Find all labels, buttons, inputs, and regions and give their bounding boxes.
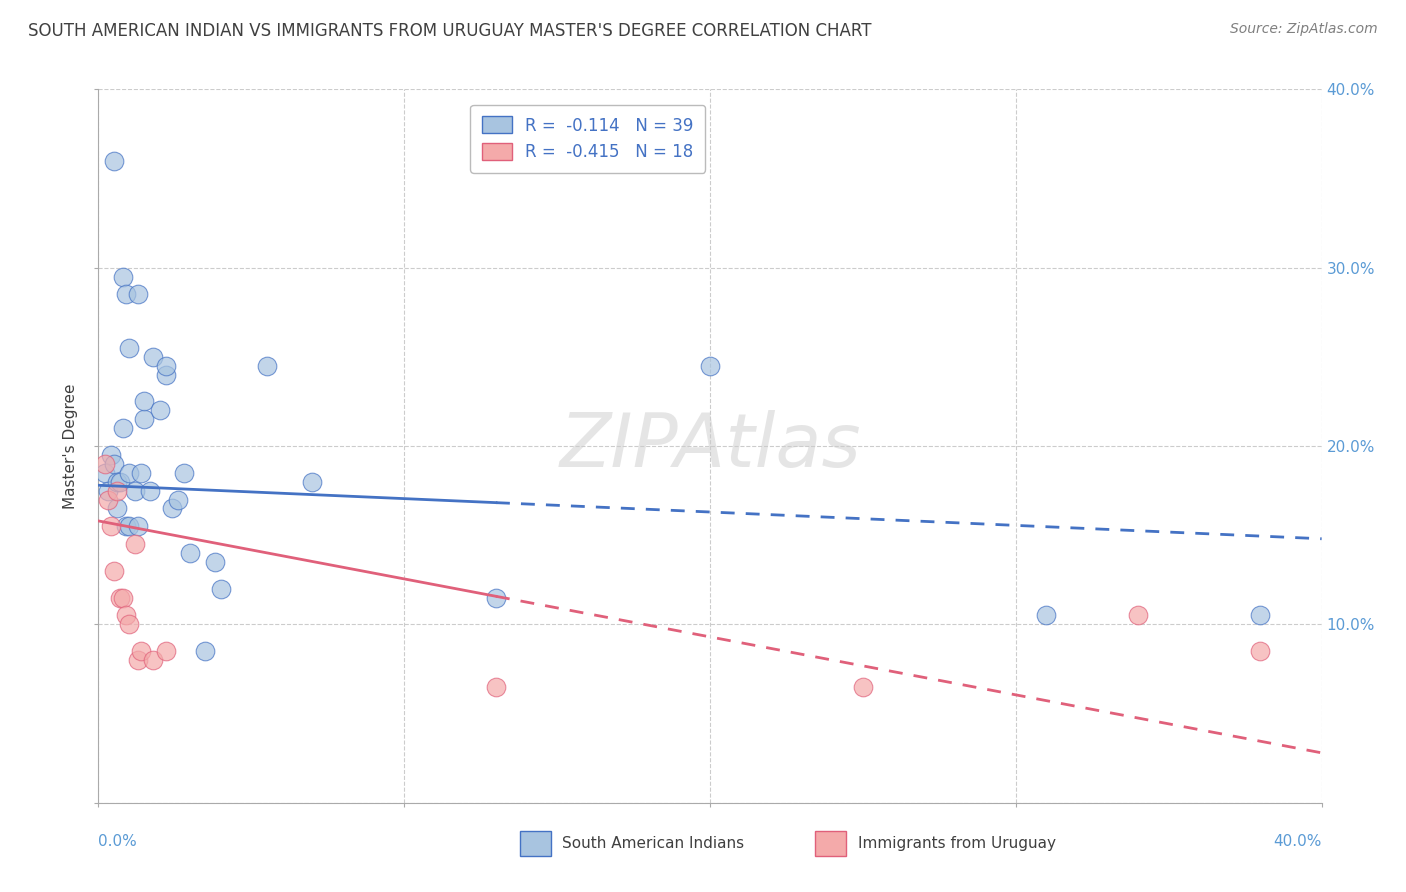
Point xyxy=(139,483,162,498)
Point xyxy=(1128,608,1150,623)
Point xyxy=(699,359,721,373)
Point xyxy=(115,519,138,533)
Point xyxy=(204,555,226,569)
Point xyxy=(485,680,508,694)
Point xyxy=(173,466,195,480)
Point xyxy=(118,466,141,480)
Point xyxy=(301,475,323,489)
Point xyxy=(118,341,141,355)
Point xyxy=(134,394,156,409)
Point xyxy=(103,153,125,168)
Text: 0.0%: 0.0% xyxy=(98,834,138,849)
Point xyxy=(1249,644,1271,658)
Text: South American Indians: South American Indians xyxy=(562,837,745,851)
Point xyxy=(108,475,131,489)
Point xyxy=(103,457,125,471)
Text: Source: ZipAtlas.com: Source: ZipAtlas.com xyxy=(1230,22,1378,37)
Y-axis label: Master's Degree: Master's Degree xyxy=(63,384,79,508)
Text: 40.0%: 40.0% xyxy=(1274,834,1322,849)
Point xyxy=(127,287,149,301)
Point xyxy=(97,483,120,498)
Point xyxy=(111,421,134,435)
Point xyxy=(118,617,141,632)
Point xyxy=(142,350,165,364)
Point xyxy=(93,466,115,480)
Point xyxy=(155,644,177,658)
Text: SOUTH AMERICAN INDIAN VS IMMIGRANTS FROM URUGUAY MASTER'S DEGREE CORRELATION CHA: SOUTH AMERICAN INDIAN VS IMMIGRANTS FROM… xyxy=(28,22,872,40)
Point xyxy=(194,644,217,658)
Point xyxy=(105,475,128,489)
Point xyxy=(108,591,131,605)
Point xyxy=(142,653,165,667)
Point xyxy=(115,287,138,301)
Point xyxy=(124,483,146,498)
Point xyxy=(105,483,128,498)
Point xyxy=(127,519,149,533)
Point xyxy=(103,564,125,578)
Point xyxy=(100,448,122,462)
Point xyxy=(111,269,134,284)
Text: ZIPAtlas: ZIPAtlas xyxy=(560,410,860,482)
Text: Immigrants from Uruguay: Immigrants from Uruguay xyxy=(858,837,1056,851)
Point xyxy=(118,519,141,533)
Point xyxy=(256,359,278,373)
Point xyxy=(485,591,508,605)
Point xyxy=(209,582,232,596)
Point xyxy=(155,359,177,373)
Point xyxy=(124,537,146,551)
Point xyxy=(852,680,875,694)
Point xyxy=(93,457,115,471)
Point xyxy=(1249,608,1271,623)
Point xyxy=(115,608,138,623)
Point xyxy=(1035,608,1057,623)
Point xyxy=(127,653,149,667)
Point xyxy=(134,412,156,426)
Point xyxy=(155,368,177,382)
Point xyxy=(105,501,128,516)
Point xyxy=(100,519,122,533)
Point xyxy=(149,403,172,417)
Point xyxy=(167,492,190,507)
Point xyxy=(129,644,152,658)
Point xyxy=(179,546,201,560)
Point xyxy=(129,466,152,480)
Legend: R =  -0.114   N = 39, R =  -0.415   N = 18: R = -0.114 N = 39, R = -0.415 N = 18 xyxy=(470,104,706,173)
Point xyxy=(160,501,183,516)
Point xyxy=(111,591,134,605)
Point xyxy=(97,492,120,507)
